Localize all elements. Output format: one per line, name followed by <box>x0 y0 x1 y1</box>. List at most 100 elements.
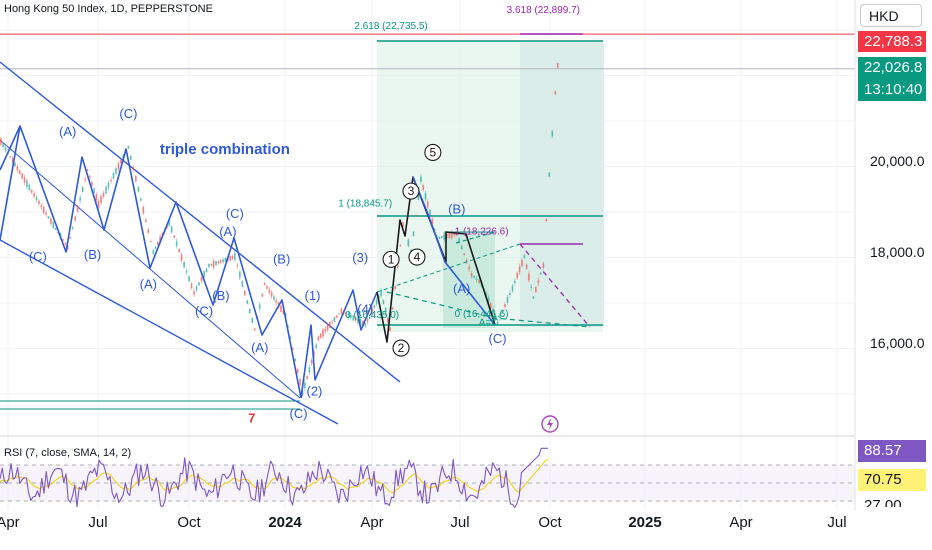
candle-body <box>263 282 266 285</box>
candle-body <box>203 271 205 279</box>
candle-body <box>417 194 420 200</box>
candle-body <box>415 214 417 217</box>
candle-body <box>542 263 545 269</box>
candle-body <box>91 182 93 186</box>
wave-label-10: (A) <box>251 340 268 355</box>
candle-body <box>420 176 422 182</box>
candle-body <box>521 259 523 266</box>
candle-body <box>424 192 427 200</box>
candle-body <box>361 320 364 326</box>
candle-body <box>66 246 69 249</box>
lightning-glyph-icon <box>547 418 553 430</box>
candle-body <box>251 317 254 323</box>
candle-body <box>110 179 112 182</box>
candle-body <box>190 283 193 289</box>
wave-label-3: (C) <box>29 249 47 264</box>
candle-body <box>28 185 31 190</box>
candle-body <box>328 321 331 328</box>
candle-body <box>127 145 130 149</box>
candle-body <box>112 173 115 179</box>
candle-body <box>448 232 451 239</box>
candle-body <box>105 186 107 194</box>
candle-body <box>554 91 557 94</box>
candle-body <box>185 270 188 273</box>
candle-body <box>443 233 446 240</box>
wave-label-4: (B) <box>84 247 101 262</box>
candle-body <box>282 310 285 314</box>
candle-body <box>511 285 514 292</box>
candle-body <box>499 315 501 319</box>
wave-label-15: (4) <box>357 301 373 316</box>
candle-body <box>205 268 208 273</box>
candle-body <box>222 259 225 262</box>
candle-body <box>50 218 52 224</box>
wave-label-23: 3 <box>408 184 415 198</box>
time-tick-apr-2023: Apr <box>0 514 20 531</box>
candle-body <box>315 344 318 348</box>
time-tick-2025: 2025 <box>628 514 662 531</box>
currency-selector[interactable]: HKD <box>860 4 922 27</box>
candle-body <box>364 323 367 327</box>
wave-label-2: (C) <box>119 106 137 121</box>
candle-body <box>33 193 36 197</box>
candle-body <box>299 379 302 385</box>
candle-body <box>21 173 24 179</box>
candle-body <box>0 138 2 145</box>
candle-body <box>142 206 145 214</box>
candle-body <box>233 253 236 260</box>
price-tick-20000: 20,000.0 <box>870 153 925 169</box>
candle-body <box>268 289 271 293</box>
candle-body <box>156 241 159 246</box>
fib-label-3: 0 (16,435.0) <box>345 310 399 321</box>
instrument-title: Hong Kong 50 Index, 1D, PEPPERSTONE <box>4 3 213 15</box>
time-tick-jul-2025: Jul <box>827 514 847 531</box>
candle-body <box>42 206 45 214</box>
candle-body <box>246 300 249 304</box>
candle-body <box>47 216 50 219</box>
candle-body <box>366 318 369 322</box>
wave-label-11: (B) <box>273 251 290 266</box>
candle-body <box>229 255 232 261</box>
candle-body <box>147 229 150 233</box>
candle-body <box>333 316 336 322</box>
candle-body <box>84 179 87 181</box>
candle-body <box>173 235 176 238</box>
fib-label-5: 0 (16,441.6) <box>455 309 509 320</box>
candle-body <box>324 329 327 332</box>
candle-body <box>371 308 373 315</box>
wave-path-abc <box>412 176 496 326</box>
candle-body <box>431 219 434 224</box>
candle-body <box>352 315 355 321</box>
wave-circle-2 <box>392 339 410 357</box>
time-tick-oct-2023: Oct <box>177 514 201 531</box>
candle-body <box>100 196 102 203</box>
candle-body <box>198 282 200 286</box>
candle-body <box>137 186 140 192</box>
candle-body <box>86 169 89 171</box>
candle-body <box>407 239 410 247</box>
time-tick-jul-2024: Jul <box>450 514 470 531</box>
candle-body <box>478 279 481 284</box>
candle-body <box>107 182 110 188</box>
candle-body <box>386 318 389 323</box>
candle-body <box>266 285 268 289</box>
candle-body <box>175 241 178 246</box>
fib-label-0: 2.618 (22,735.5) <box>354 21 427 32</box>
wave-circle-4 <box>408 248 426 266</box>
candle-body <box>289 337 292 339</box>
candle-body <box>345 311 348 316</box>
candle-body <box>62 239 64 241</box>
candle-body <box>429 209 431 217</box>
candle-body <box>389 327 391 331</box>
candle-body <box>354 317 357 321</box>
candle-body <box>149 240 152 243</box>
candle-body <box>294 358 297 362</box>
fib-label-2: 1 (18,845.7) <box>338 199 392 210</box>
candle-body <box>120 159 122 164</box>
candle-body <box>506 296 509 303</box>
candle-body <box>331 321 334 323</box>
candle-body <box>518 266 521 273</box>
candle-body <box>23 177 26 183</box>
price-tick-18000: 18,000.0 <box>870 244 925 260</box>
